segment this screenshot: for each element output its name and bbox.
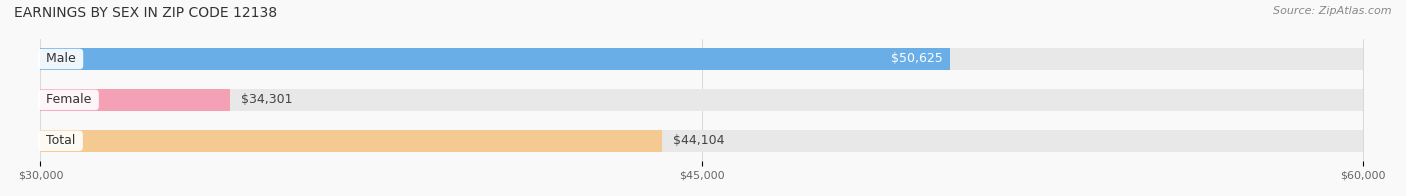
Bar xyxy=(41,48,949,70)
Text: $34,301: $34,301 xyxy=(240,93,292,106)
Text: $50,625: $50,625 xyxy=(891,53,943,65)
Text: Female: Female xyxy=(42,93,96,106)
Text: Male: Male xyxy=(42,53,80,65)
Text: Total: Total xyxy=(42,134,79,147)
Text: $44,104: $44,104 xyxy=(672,134,724,147)
Bar xyxy=(41,130,662,152)
Text: Source: ZipAtlas.com: Source: ZipAtlas.com xyxy=(1274,6,1392,16)
Bar xyxy=(41,48,1362,70)
Text: EARNINGS BY SEX IN ZIP CODE 12138: EARNINGS BY SEX IN ZIP CODE 12138 xyxy=(14,6,277,20)
Bar xyxy=(41,89,231,111)
Bar xyxy=(41,130,1362,152)
Bar xyxy=(41,89,1362,111)
